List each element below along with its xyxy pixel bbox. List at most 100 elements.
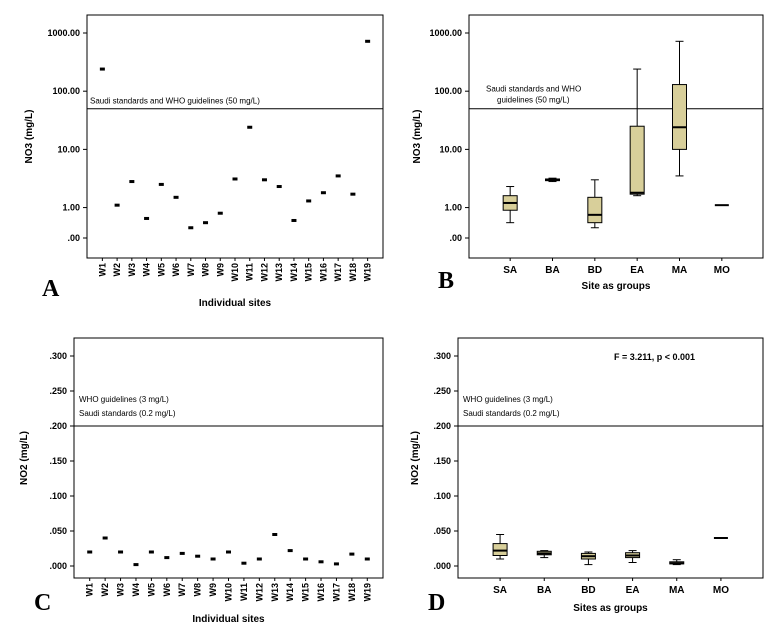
panel-A: .00 1.00 10.00 100.00 1000.00 NO3 (mg/L) Saudi… bbox=[24, 14, 384, 309]
y-tick-label: .00 bbox=[449, 233, 462, 243]
x-tick-label: W15 bbox=[304, 263, 314, 282]
x-tick-label: W15 bbox=[301, 583, 311, 602]
panel-letter: B bbox=[438, 268, 454, 294]
panel-C: .000 .050 .100 .150 .200 .250 .300 NO2 (mg/L) WH… bbox=[19, 337, 384, 625]
data-point bbox=[210, 557, 216, 561]
data-point bbox=[99, 67, 105, 71]
x-tick-label: W9 bbox=[208, 583, 218, 597]
x-tick-label: SA bbox=[493, 585, 507, 596]
data-point bbox=[158, 182, 164, 186]
data-point bbox=[102, 536, 108, 540]
x-tick-label: BD bbox=[581, 585, 595, 596]
data-point bbox=[303, 557, 309, 561]
y-tick-label: .150 bbox=[433, 456, 451, 466]
plot-frame bbox=[86, 14, 384, 259]
x-tick-label: MO bbox=[714, 265, 730, 276]
y-tick-label: .200 bbox=[433, 421, 451, 431]
x-tick-label: W16 bbox=[318, 263, 328, 282]
data-point bbox=[318, 560, 324, 564]
x-tick-label: W13 bbox=[274, 263, 284, 282]
data-point bbox=[365, 39, 371, 43]
x-tick-label: W6 bbox=[171, 263, 181, 277]
box-body bbox=[672, 84, 687, 150]
y-tick-label: .200 bbox=[49, 421, 67, 431]
x-tick-label: W14 bbox=[289, 263, 299, 282]
x-tick-label: BA bbox=[537, 585, 551, 596]
data-point bbox=[232, 177, 238, 181]
y-tick-label: .100 bbox=[433, 491, 451, 501]
x-tick-label: W11 bbox=[245, 263, 255, 281]
x-tick-label: W19 bbox=[362, 583, 372, 602]
x-tick-label: W5 bbox=[146, 583, 156, 597]
data-point bbox=[129, 180, 135, 184]
data-point bbox=[333, 562, 339, 566]
data-point bbox=[335, 174, 341, 178]
x-tick-label: BA bbox=[545, 265, 559, 276]
data-point bbox=[306, 199, 312, 203]
data-point bbox=[217, 211, 223, 215]
x-tick-label: SA bbox=[503, 265, 517, 276]
x-tick-label: W2 bbox=[100, 583, 110, 597]
reference-label-line: guidelines (50 mg/L) bbox=[497, 96, 570, 105]
x-tick-label: W10 bbox=[230, 263, 240, 282]
x-tick-label: W10 bbox=[224, 583, 234, 602]
x-tick-label: W3 bbox=[127, 263, 137, 277]
x-tick-label: W12 bbox=[254, 583, 264, 602]
data-point bbox=[226, 550, 231, 554]
data-point bbox=[276, 185, 282, 189]
x-tick-label: MO bbox=[713, 585, 729, 596]
x-tick-label: W19 bbox=[363, 263, 373, 282]
x-tick-label: W1 bbox=[97, 263, 107, 277]
panel-D: .000 .050 .100 .150 .200 .250 .300 NO2 (mg/L) WH… bbox=[410, 337, 764, 616]
panel-letter: C bbox=[34, 590, 51, 616]
x-tick-label: W18 bbox=[348, 263, 358, 282]
x-tick-label: W11 bbox=[239, 583, 249, 601]
x-tick-label: W12 bbox=[259, 263, 269, 282]
data-point bbox=[241, 561, 247, 565]
stat-annotation: F = 3.211, p < 0.001 bbox=[614, 352, 695, 362]
data-point bbox=[291, 218, 297, 222]
data-point bbox=[364, 557, 370, 561]
y-tick-label: .150 bbox=[49, 456, 67, 466]
plot-frame bbox=[468, 14, 764, 259]
x-axis-label: Individual sites bbox=[199, 298, 272, 309]
reference-label: WHO guidelines (3 mg/L) bbox=[463, 395, 553, 404]
x-tick-label: W5 bbox=[156, 263, 166, 277]
y-tick-label: 10.00 bbox=[57, 144, 80, 154]
x-axis-label: Site as groups bbox=[582, 281, 651, 292]
y-axis-label: NO2 (mg/L) bbox=[410, 431, 421, 485]
x-tick-label: MA bbox=[669, 585, 685, 596]
panel-B: .00 1.00 10.00 100.00 1000.00 NO3 (mg/L) Saudi… bbox=[412, 14, 764, 294]
data-point bbox=[118, 550, 124, 554]
y-tick-label: 1000.00 bbox=[47, 28, 80, 38]
x-tick-label: W17 bbox=[331, 583, 341, 602]
data-point bbox=[247, 125, 253, 129]
data-point bbox=[272, 533, 278, 536]
y-tick-label: .050 bbox=[433, 526, 451, 536]
x-tick-label: W6 bbox=[162, 583, 172, 597]
x-axis-label: Sites as groups bbox=[573, 603, 648, 614]
reference-label: Saudi standards (0.2 mg/L) bbox=[79, 409, 176, 418]
data-point bbox=[188, 226, 194, 230]
reference-label: Saudi standards (0.2 mg/L) bbox=[463, 409, 560, 418]
x-tick-label: MA bbox=[672, 265, 688, 276]
box-body bbox=[492, 543, 508, 556]
data-point bbox=[195, 554, 201, 558]
y-tick-label: .100 bbox=[49, 491, 67, 501]
box-body bbox=[587, 196, 603, 224]
x-tick-label: EA bbox=[626, 585, 640, 596]
data-point bbox=[349, 552, 355, 556]
x-axis-label: Individual sites bbox=[192, 614, 265, 625]
y-tick-label: .00 bbox=[67, 233, 80, 243]
panel-letter: A bbox=[42, 276, 60, 302]
x-tick-label: W8 bbox=[201, 263, 211, 277]
data-point bbox=[173, 195, 179, 199]
data-point bbox=[87, 550, 93, 554]
y-tick-label: .000 bbox=[433, 561, 451, 571]
y-axis-label: NO2 (mg/L) bbox=[19, 431, 30, 485]
data-point bbox=[164, 556, 170, 560]
x-tick-label: W17 bbox=[333, 263, 343, 282]
data-point bbox=[256, 557, 262, 561]
y-tick-label: .250 bbox=[49, 386, 67, 396]
data-point bbox=[114, 203, 120, 207]
